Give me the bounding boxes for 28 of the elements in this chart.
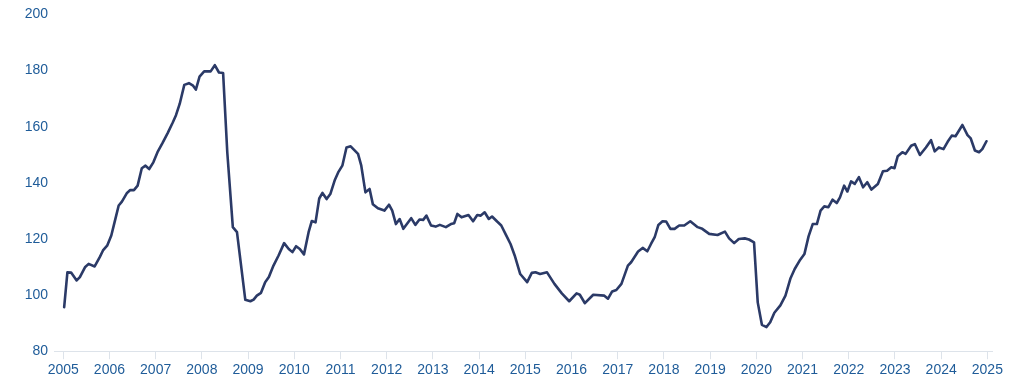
x-tick-label: 2017 [602,361,634,378]
x-tick-label: 2008 [186,361,218,378]
y-tick-label: 80 [32,342,49,359]
x-tick-label: 2015 [509,361,542,378]
x-tick-label: 2014 [463,361,495,378]
x-tick-label: 2005 [47,361,80,378]
x-tick-label: 2009 [232,361,264,378]
y-tick-label: 120 [24,229,49,246]
x-tick-label: 2012 [371,361,403,378]
x-tick-label: 2010 [278,361,311,378]
y-tick-label: 140 [24,173,49,190]
x-tick-label: 2018 [648,361,680,378]
x-tick-label: 2011 [325,361,356,378]
x-tick-label: 2023 [879,361,911,378]
x-tick-label: 2016 [555,361,588,378]
y-tick-label: 100 [24,285,49,302]
x-tick-label: 2013 [417,361,449,378]
y-tick-label: 180 [24,61,49,78]
y-tick-label: 200 [24,5,49,22]
x-tick-label: 2006 [93,361,126,378]
x-tick-label: 2019 [694,361,726,378]
x-tick-label: 2022 [833,361,865,378]
x-tick-label: 2021 [786,361,819,378]
y-tick-label: 160 [24,117,49,134]
x-tick-label: 2024 [925,361,957,378]
x-tick-label: 2020 [740,361,773,378]
x-tick-label: 2025 [971,361,1004,378]
x-tick-label: 2007 [140,361,172,378]
